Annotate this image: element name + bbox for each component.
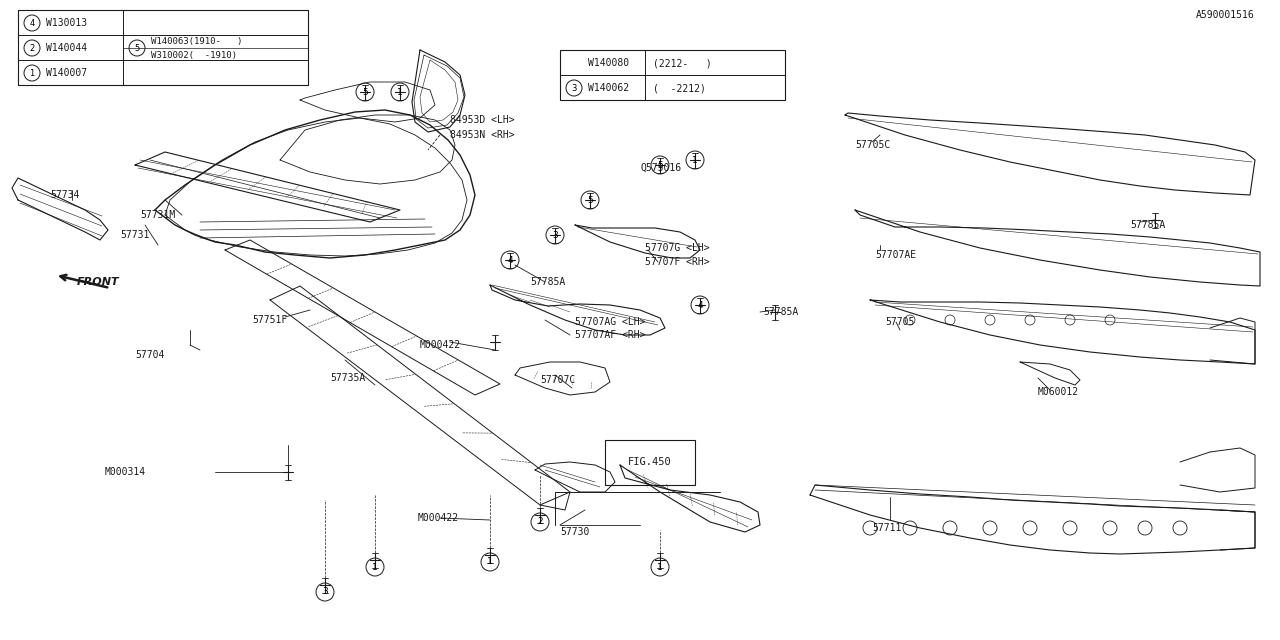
Text: 57711: 57711 bbox=[872, 523, 901, 533]
Text: M000314: M000314 bbox=[105, 467, 146, 477]
Text: 3: 3 bbox=[323, 588, 328, 596]
Text: M060012: M060012 bbox=[1038, 387, 1079, 397]
Text: 57707C: 57707C bbox=[540, 375, 575, 385]
Text: 57707AF <RH>: 57707AF <RH> bbox=[575, 330, 645, 340]
Text: W140007: W140007 bbox=[46, 68, 87, 78]
Text: 5: 5 bbox=[588, 195, 593, 205]
Bar bbox=[18, 10, 308, 85]
Text: 1: 1 bbox=[372, 563, 378, 572]
Text: 57705C: 57705C bbox=[855, 140, 891, 150]
Text: 57735A: 57735A bbox=[330, 373, 365, 383]
Text: 1: 1 bbox=[488, 557, 493, 566]
Text: 84953D <LH>: 84953D <LH> bbox=[451, 115, 515, 125]
Text: A590001516: A590001516 bbox=[1197, 10, 1254, 20]
Text: 3: 3 bbox=[571, 83, 577, 93]
Text: Q575016: Q575016 bbox=[640, 163, 681, 173]
Text: 4: 4 bbox=[698, 301, 703, 310]
Text: (2212-   ): (2212- ) bbox=[653, 58, 712, 68]
Text: W140044: W140044 bbox=[46, 43, 87, 53]
Text: 5: 5 bbox=[657, 161, 663, 170]
Text: W130013: W130013 bbox=[46, 18, 87, 28]
Text: 57734: 57734 bbox=[50, 190, 79, 200]
Text: FRONT: FRONT bbox=[77, 277, 119, 287]
Text: 5: 5 bbox=[362, 88, 367, 97]
Text: M000422: M000422 bbox=[420, 340, 461, 350]
Text: M000422: M000422 bbox=[419, 513, 460, 523]
Text: 57785A: 57785A bbox=[1130, 220, 1165, 230]
Bar bbox=[605, 440, 695, 485]
Text: 1: 1 bbox=[397, 88, 403, 97]
Text: W140080: W140080 bbox=[588, 58, 630, 68]
Text: 1: 1 bbox=[692, 156, 698, 164]
Text: 57730: 57730 bbox=[561, 527, 589, 537]
Text: 3: 3 bbox=[552, 230, 558, 239]
Text: 84953N <RH>: 84953N <RH> bbox=[451, 130, 515, 140]
Text: 57705: 57705 bbox=[884, 317, 914, 327]
Text: W140062: W140062 bbox=[588, 83, 630, 93]
Text: W310002(  -1910): W310002( -1910) bbox=[151, 51, 237, 60]
Text: 57707AG <LH>: 57707AG <LH> bbox=[575, 317, 645, 327]
Text: 57785A: 57785A bbox=[530, 277, 566, 287]
Text: 57707F <RH>: 57707F <RH> bbox=[645, 257, 709, 267]
Text: 4: 4 bbox=[29, 19, 35, 28]
Text: 4: 4 bbox=[507, 255, 513, 264]
Text: FIG.450: FIG.450 bbox=[628, 457, 672, 467]
Text: 57751F: 57751F bbox=[252, 315, 287, 325]
Text: 1: 1 bbox=[657, 563, 663, 572]
Bar bbox=[561, 50, 785, 100]
Text: 57785A: 57785A bbox=[763, 307, 799, 317]
Text: 57704: 57704 bbox=[134, 350, 164, 360]
Text: (  -2212): ( -2212) bbox=[653, 83, 705, 93]
Text: 2: 2 bbox=[29, 44, 35, 52]
Text: 5: 5 bbox=[134, 44, 140, 52]
Text: 1: 1 bbox=[29, 68, 35, 77]
Text: W140063(1910-   ): W140063(1910- ) bbox=[151, 36, 242, 45]
Text: 57707G <LH>: 57707G <LH> bbox=[645, 243, 709, 253]
Text: 2: 2 bbox=[538, 518, 543, 527]
Text: 57731: 57731 bbox=[120, 230, 150, 240]
Text: 57707AE: 57707AE bbox=[876, 250, 916, 260]
Text: 57731M: 57731M bbox=[140, 210, 175, 220]
